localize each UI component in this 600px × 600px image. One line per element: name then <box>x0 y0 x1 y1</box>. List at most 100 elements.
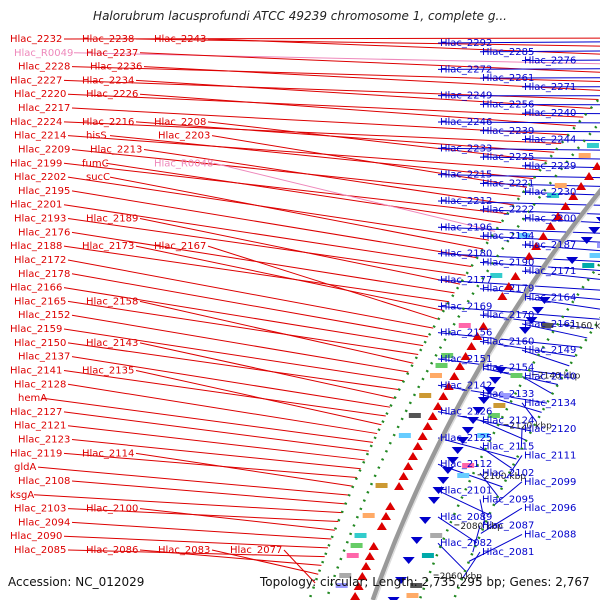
right-leader-line <box>479 446 512 469</box>
outer-annotation-block <box>408 413 421 418</box>
left-leader-line <box>67 259 434 329</box>
right-gene-label: Hlac_2200 <box>524 214 576 225</box>
left-gene-label: Hlac_2135 <box>82 365 134 376</box>
position-tick-label: 2100 kbp <box>484 472 527 482</box>
inner-annotation-block <box>589 253 600 258</box>
left-gene-label: Hlac_2100 <box>86 504 138 515</box>
left-gene-label: Hlac_2243 <box>154 34 206 45</box>
left-gene-label: Hlac_R0048 <box>154 158 213 169</box>
right-gene-label: Hlac_2102 <box>482 468 534 479</box>
right-gene-label: Hlac_2140 <box>524 371 576 382</box>
right-leader-line <box>480 507 523 534</box>
left-gene-label: Hlac_2178 <box>18 269 70 280</box>
reverse-gene-arrow <box>451 447 464 454</box>
outer-annotation-block <box>375 483 388 488</box>
left-gene-label: Hlac_2173 <box>82 241 134 252</box>
forward-gene-arrow <box>524 252 535 260</box>
right-leader-line <box>521 297 600 310</box>
left-leader-line <box>63 287 424 347</box>
left-gene-label: Hlac_2077 <box>230 545 282 556</box>
left-leader-line <box>67 176 490 241</box>
inner-annotation-block <box>487 413 500 418</box>
left-leader-line <box>109 135 534 180</box>
left-leader-line <box>135 38 600 47</box>
reverse-gene-arrow <box>489 377 502 384</box>
left-gene-label: Hlac_2232 <box>10 34 62 45</box>
left-gene-label: Hlac_2086 <box>86 545 138 556</box>
right-leader-line <box>437 41 600 44</box>
inner-annotation-block <box>462 463 475 468</box>
right-leader-line <box>520 429 523 450</box>
forward-gene-arrow <box>376 522 387 530</box>
right-leader-line <box>437 437 517 460</box>
left-gene-label: Hlac_2226 <box>86 89 138 100</box>
reverse-gene-arrow <box>456 437 469 444</box>
right-gene-label: Hlac_2229 <box>524 161 576 172</box>
reverse-gene-arrow <box>494 367 507 374</box>
left-gene-label: hemA <box>18 393 47 404</box>
inner-annotation-block <box>541 323 554 328</box>
right-leader-line <box>437 516 478 544</box>
right-gene-label: Hlac_2171 <box>524 266 576 277</box>
right-leader-line <box>437 332 582 348</box>
right-leader-line <box>479 156 600 160</box>
outer-annotation-block <box>458 323 471 328</box>
right-gene-label: Hlac_2276 <box>524 56 576 67</box>
left-leader-line <box>71 314 409 373</box>
right-leader-line <box>479 209 600 215</box>
left-leader-line <box>63 369 386 417</box>
outer-annotation-block <box>490 273 503 278</box>
right-gene-label: Hlac_2215 <box>440 170 492 181</box>
left-leader-line <box>63 37 600 40</box>
left-leader-line <box>135 121 555 153</box>
left-leader-line <box>139 549 322 566</box>
reverse-gene-arrow <box>410 537 423 544</box>
right-leader-line <box>472 525 481 553</box>
right-gene-label: Hlac_2244 <box>524 135 576 146</box>
right-leader-line <box>479 393 542 413</box>
left-gene-label: Hlac_2159 <box>10 324 62 335</box>
forward-gene-arrow <box>394 482 405 490</box>
left-leader-line <box>63 411 369 452</box>
left-gene-label: Hlac_2228 <box>18 62 70 73</box>
topology-text: Topology: circular; Length: 2,735,295 bp… <box>260 575 590 589</box>
right-leader-line <box>521 218 600 224</box>
forward-gene-arrow <box>368 542 379 550</box>
reverse-gene-arrow <box>588 227 600 234</box>
forward-gene-arrow <box>472 332 483 340</box>
right-leader-line <box>479 499 486 525</box>
right-gene-label: Hlac_2096 <box>524 503 576 514</box>
right-gene-label: Hlac_2194 <box>482 231 534 242</box>
right-leader-line <box>437 305 600 320</box>
reverse-gene-arrow <box>432 487 445 494</box>
left-leader-line <box>135 245 444 311</box>
forward-gene-arrow <box>357 572 368 580</box>
reverse-gene-arrow <box>595 217 600 222</box>
left-gene-label: Hlac_2237 <box>86 48 138 59</box>
left-gene-label: Hlac_2128 <box>14 379 66 390</box>
left-leader-line <box>73 52 600 65</box>
reverse-gene-arrow <box>461 427 474 434</box>
left-leader-line <box>207 121 548 162</box>
label-leader-lines <box>33 37 600 584</box>
left-gene-label: Hlac_2085 <box>14 545 66 556</box>
right-leader-line <box>521 165 600 169</box>
right-leader-line <box>479 235 600 243</box>
inner-annotation-block <box>406 593 419 598</box>
left-gene-label: Hlac_2143 <box>86 338 138 349</box>
right-gene-label: Hlac_2249 <box>440 91 492 102</box>
left-gene-label: Hlac_2201 <box>10 200 62 211</box>
left-leader-line <box>71 480 346 505</box>
forward-gene-arrow <box>433 402 444 410</box>
reverse-gene-arrow <box>441 467 454 474</box>
left-leader-line <box>135 369 382 426</box>
reverse-gene-arrow <box>580 237 593 244</box>
left-gene-label: Hlac_2119 <box>10 448 62 459</box>
left-gene-label: Hlac_2208 <box>154 117 206 128</box>
inner-annotation-block <box>430 533 443 538</box>
right-leader-line <box>479 261 600 272</box>
backbone-arc <box>370 187 600 600</box>
forward-gene-arrow <box>560 202 571 210</box>
reverse-gene-arrow <box>525 317 538 324</box>
forward-gene-arrow <box>592 162 600 170</box>
